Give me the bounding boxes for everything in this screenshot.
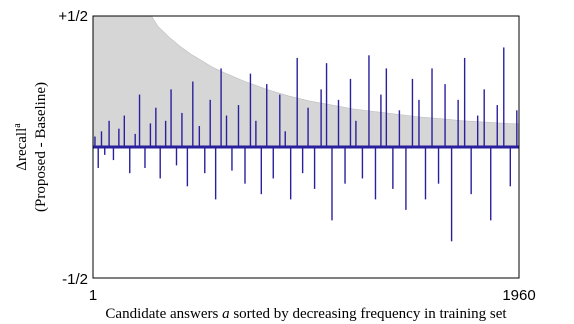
upper-bound-area — [92, 15, 520, 148]
y-tick-top: +1/2 — [58, 8, 88, 25]
y-axis-label-delta-recall: Δrecall — [14, 128, 30, 171]
x-axis-label-part-1: Candidate answers — [105, 306, 222, 322]
x-tick-last: 1960 — [502, 287, 535, 304]
y-tick-bottom: -1/2 — [62, 271, 88, 288]
x-axis-label-variable: a — [222, 306, 230, 322]
y-axis-label-line-1: Δrecalla — [12, 123, 30, 171]
x-axis-label: Candidate answers a sorted by decreasing… — [105, 306, 507, 322]
y-axis-label-line-2: (Proposed - Baseline) — [33, 82, 49, 212]
delta-bars-layer — [94, 47, 518, 242]
plot-frame — [92, 15, 520, 279]
x-axis-label-part-2: sorted by decreasing frequency in traini… — [230, 306, 508, 322]
x-tick-first: 1 — [89, 287, 97, 304]
upper-bound-layer — [92, 15, 520, 148]
y-axis-label-superscript: a — [12, 123, 23, 128]
y-axis-label: Δrecalla (Proposed - Baseline) — [12, 82, 49, 212]
